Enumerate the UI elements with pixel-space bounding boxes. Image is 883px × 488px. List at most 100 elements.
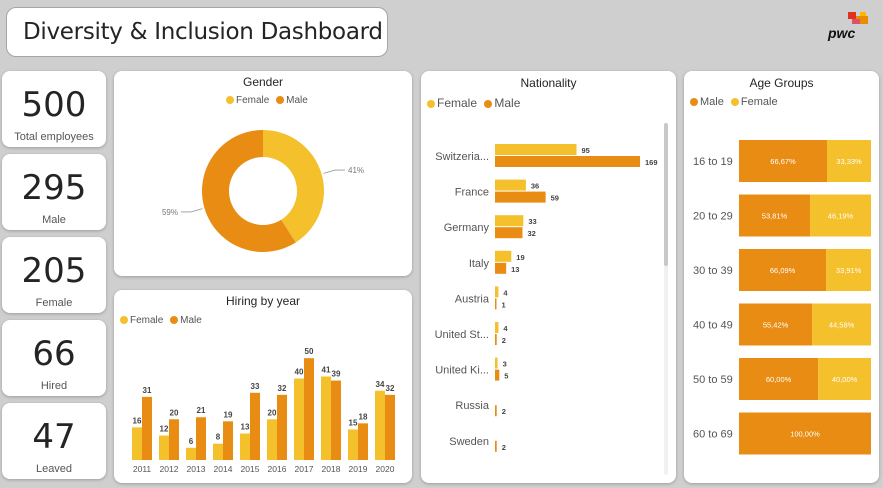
kpi-hired-value: 66 [32,334,76,374]
kpi-leaved-value: 47 [32,417,76,457]
kpi-card-male: 295 Male [2,154,106,230]
legend-dot-icon [276,96,285,104]
hiring-legend: Female Male [120,315,206,326]
donut-leader-line [323,169,346,174]
age-value-label: 46,19% [828,212,854,221]
donut-label-female: 41% [348,166,364,175]
nationality-category-label: Germany [444,222,490,234]
age-category-label: 20 to 29 [693,211,733,223]
kpi-card-hired: 66 Hired [2,320,106,396]
dashboard-title-box: Diversity & Inclusion Dashboard [6,7,388,57]
nationality-category-label: Austria [455,293,490,305]
hiring-legend-female: Female [120,315,163,326]
nationality-bar-male [495,191,546,203]
nationality-value-label: 32 [527,229,535,238]
age-bar-female [818,358,871,400]
nationality-scrollbar[interactable] [664,123,668,266]
hiring-bar-female-2013 [186,447,196,460]
nationality-bar-female [495,179,526,191]
hiring-bar-male-2018 [331,380,341,460]
nationality-legend: Female Male [427,96,524,110]
hiring-bar-female-2017 [294,378,304,460]
age-groups-legend: Male Female [690,96,782,108]
nationality-bar-male [495,334,497,345]
kpi-leaved-label: Leaved [35,463,73,475]
age-groups-bar-chart: 16 to 19 66,67% 33,33% 20 to 29 53,81% 46,19%… [693,140,871,455]
hiring-value-label: 15 [349,418,358,427]
nationality-category-label: Sweden [449,436,489,448]
hiring-legend-male: Male [170,315,202,326]
hiring-year-label: 2019 [349,464,368,474]
hiring-bar-male-2011 [142,396,152,460]
hiring-bar-female-2020 [375,390,385,460]
nationality-value-label: 4 [503,324,508,333]
legend-dot-icon [427,100,435,108]
gender-legend: Female Male [226,95,312,106]
age-category-label: 60 to 69 [693,429,733,441]
nationality-bar-male [495,440,497,452]
hiring-value-label: 6 [189,437,194,446]
nationality-value-label: 19 [516,253,524,262]
nationality-title: Nationality [520,76,577,90]
age-value-label: 60,00% [766,375,792,384]
hiring-year-label: 2018 [322,464,341,474]
age-category-label: 16 to 19 [693,156,733,168]
age-value-label: 53,81% [762,212,788,221]
nationality-value-label: 1 [502,300,506,309]
nationality-category-label: Russia [455,400,490,412]
nationality-bar-chart: Switzeria...95169France3659Germany3332It… [435,144,658,452]
age-legend-female: Female [730,96,778,108]
nationality-legend-female: Female [427,96,477,110]
hiring-value-label: 33 [251,382,260,391]
age-bar-female [812,303,871,346]
hiring-bar-male-2012 [169,419,179,460]
hiring-value-label: 13 [241,423,250,432]
hiring-bar-female-2011 [132,427,142,460]
nationality-bar-female [495,322,499,333]
age-bar-female [827,140,871,182]
pwc-logo: pwc [826,10,876,44]
age-legend-male: Male [690,96,724,108]
nationality-category-label: Switzeria... [435,151,489,163]
kpi-female-value: 205 [21,251,87,291]
hiring-bar-female-2015 [240,433,250,460]
donut-slice-male [201,130,296,252]
nationality-bar-male [495,156,640,167]
hiring-value-label: 21 [197,406,206,415]
nationality-value-label: 2 [502,336,506,345]
hiring-value-label: 39 [332,370,341,379]
kpi-female-label: Female [35,297,73,309]
nationality-value-label: 95 [582,146,590,155]
age-bar-male [739,303,813,346]
nationality-bar-female [495,286,499,298]
kpi-hired-label: Hired [40,380,68,392]
nationality-bar-male [495,405,497,417]
hiring-value-label: 20 [268,408,277,417]
age-value-label: 55,42% [763,321,789,330]
gender-card: Gender Female Male 41% 59% [114,71,412,276]
nationality-legend-male: Male [484,96,520,110]
donut-label-male: 59% [162,208,178,217]
hiring-card: Hiring by year Female Male 16 31 2011 12 20 2… [114,290,412,483]
gender-legend-male: Male [276,95,308,106]
age-value-label: 100,00% [790,430,820,439]
hiring-year-label: 2014 [214,464,233,474]
hiring-bar-chart: 1631201112202012621201381920141333201520… [132,347,395,474]
hiring-value-label: 8 [216,433,221,442]
hiring-bar-male-2020 [385,394,395,460]
hiring-year-label: 2020 [376,464,395,474]
hiring-bar-male-2014 [223,421,233,460]
nationality-bar-female [495,250,512,262]
age-category-label: 40 to 49 [693,320,733,332]
nationality-bar-male [495,369,500,381]
nationality-category-label: Italy [469,258,490,270]
nationality-scroll-track[interactable] [664,123,668,475]
hiring-value-label: 40 [295,368,304,377]
legend-dot-icon [120,316,128,324]
age-category-label: 50 to 59 [693,374,733,386]
nationality-value-label: 5 [504,372,508,381]
nationality-category-label: United St... [435,329,489,341]
age-bar-male [739,358,819,400]
legend-dot-icon [170,316,179,324]
kpi-male-label: Male [42,214,66,226]
